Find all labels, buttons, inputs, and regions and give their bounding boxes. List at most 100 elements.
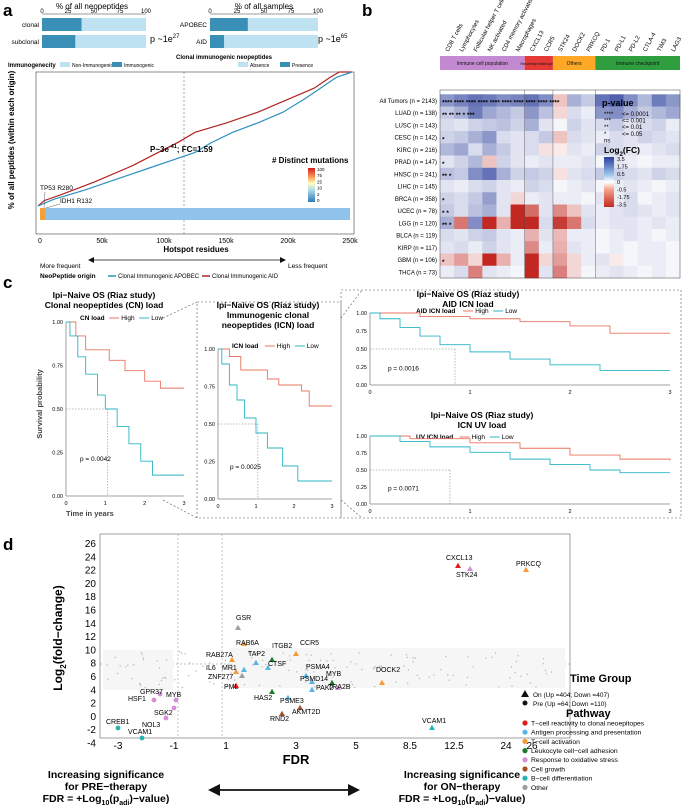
heatmap-cell — [538, 118, 554, 132]
volcano-background-point — [403, 665, 405, 667]
pathway-swatch — [522, 748, 528, 754]
volcano-gene-point — [157, 691, 163, 697]
volcano-background-point — [279, 685, 281, 687]
volcano-background-point — [227, 678, 230, 681]
volcano-background-point — [230, 664, 232, 666]
heatmap-column-label: DOCK2 — [572, 31, 587, 53]
heatmap-row-label: KIRP (n = 117) — [398, 246, 437, 252]
heatmap-cell — [482, 192, 497, 205]
heatmap-cell — [623, 265, 638, 279]
volcano-background-point — [142, 657, 144, 659]
volcano-background-point — [144, 687, 146, 689]
neo-tick: 100 — [141, 9, 152, 15]
volcano-gene-point — [467, 565, 473, 571]
heatmap-cell — [552, 265, 568, 279]
heatmap-cell — [454, 216, 469, 230]
volcano-background-point — [358, 652, 360, 654]
heatmap-cell — [524, 106, 540, 120]
volcano-gene-label: IL6 — [206, 665, 216, 672]
km-legend-label: CN load — [80, 315, 105, 322]
heatmap-cell — [665, 106, 681, 120]
volcano-background-point — [310, 654, 312, 656]
volcano-gene-point — [173, 697, 179, 703]
pvalue-legend: p-value **** <= 0.0001 *** <= 0.001 ** <= 0.0… — [602, 98, 650, 144]
arrow-left-head — [208, 784, 220, 796]
km-pvalue: p = 0.0042 — [80, 456, 111, 463]
volcano-gene-label: VCAM1 — [422, 718, 446, 725]
km-high-curve — [370, 435, 671, 461]
volcano-background-point — [412, 657, 414, 659]
heatmap-cell — [567, 180, 582, 193]
km-xtick: 2 — [568, 509, 571, 515]
heatmap-significance: * * — [442, 210, 449, 217]
heatmap-cell — [609, 143, 624, 156]
volcano-background-point — [418, 677, 421, 680]
cumulative-xtick: 200k — [280, 238, 296, 245]
heatmap-row-label: THCA (n = 73) — [398, 270, 437, 276]
volcano-ytick: 2 — [90, 699, 96, 710]
heatmap-cell — [567, 167, 582, 181]
time-group-title: Time Group — [570, 673, 632, 685]
heatmap-cell — [651, 143, 667, 156]
heatmap-cell — [496, 155, 511, 169]
samples-bar — [210, 35, 225, 48]
km-title-line1: Ipi−Naive OS (Riaz study) — [417, 289, 520, 299]
volcano-background-point — [350, 661, 352, 663]
heatmap-cell — [581, 265, 596, 279]
neo-title: % of all neopeptides — [56, 2, 128, 11]
pvalue-symbol: ns — [604, 138, 610, 144]
heatmap-cell — [595, 265, 610, 279]
neo-tick: 25 — [65, 9, 72, 15]
volcano-ytick: 10 — [85, 645, 97, 656]
volcano-background-point — [213, 683, 215, 685]
heatmap-cell — [538, 229, 554, 242]
heatmap-cell — [510, 265, 526, 279]
heatmap-cell — [552, 204, 568, 218]
volcano-gene-point — [523, 566, 529, 572]
heatmap-column-label: LAG3 — [671, 36, 684, 53]
volcano-gene-point — [379, 679, 385, 685]
heatmap-cell — [651, 216, 667, 230]
heatmap-cell — [440, 180, 455, 193]
km-ytick: 1.00 — [52, 320, 63, 326]
heatmap-cell — [468, 155, 483, 169]
heatmap-cell — [665, 265, 681, 279]
heatmap-cell — [496, 241, 511, 254]
heatmap-cell — [567, 265, 582, 279]
heatmap-cell — [524, 143, 540, 156]
heatmap-cell — [468, 106, 483, 120]
heatmap-cell — [510, 192, 526, 205]
heatmap-cell — [595, 216, 610, 230]
origin-aid-label: Clonal Immunogenic AID — [212, 274, 279, 280]
fc-tick: -3.5 — [617, 203, 626, 209]
heatmap-cell — [510, 106, 526, 120]
heatmap-cell — [468, 204, 483, 218]
heatmap-cell — [637, 167, 653, 181]
cumulative-xtick: 250k — [342, 238, 358, 245]
volcano-background-point — [174, 679, 176, 681]
volcano-background-point — [346, 666, 348, 668]
cumulative-plot: % of all peptides (within each origin) T… — [7, 70, 358, 280]
km-xtick: 2 — [143, 501, 146, 507]
heatmap-cell — [454, 229, 469, 242]
volcano-gene-label: CXCL13 — [446, 555, 473, 562]
volcano-gene-label: RND2 — [270, 716, 289, 723]
volcano-background-point — [288, 669, 290, 672]
heatmap-row-label: HNSC (n = 241) — [394, 172, 437, 178]
heatmap-cell — [496, 143, 511, 156]
km-xtick: 0 — [216, 504, 219, 510]
heatmap-cell — [623, 180, 638, 193]
volcano-ytick: 18 — [85, 592, 97, 603]
volcano-background-point — [127, 664, 129, 666]
km-ytick: 0.25 — [52, 451, 63, 457]
volcano-xtick: -1 — [170, 741, 179, 752]
km-ytick: 0.25 — [356, 365, 367, 371]
volcano-gene-point — [241, 666, 247, 672]
volcano-background-point — [140, 652, 143, 654]
volcano-gene-point — [329, 679, 335, 685]
heatmap-cell — [468, 167, 483, 181]
heatmap-cell — [496, 229, 511, 242]
volcano-xtick: -3 — [114, 741, 123, 752]
km-pvalue: p = 0.0025 — [230, 464, 261, 471]
samples-bar-bg — [210, 35, 318, 48]
